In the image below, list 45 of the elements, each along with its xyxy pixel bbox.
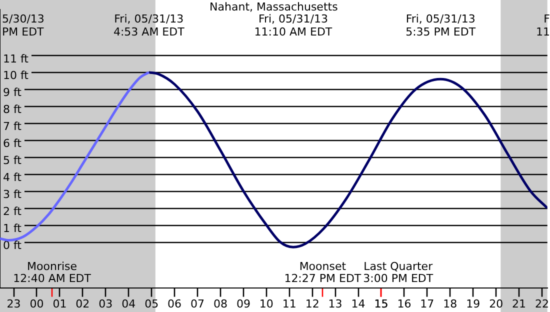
x-tick-label: 03 <box>98 297 113 310</box>
y-tick-label: 4 ft <box>3 171 22 184</box>
x-tick-label: 16 <box>397 297 412 310</box>
y-tick-label: 3 ft <box>3 188 22 201</box>
y-tick-label: 8 ft <box>3 103 22 116</box>
annotation: Last Quarter 3:00 PM EDT <box>363 260 434 286</box>
y-tick-label: 0 ft <box>3 238 22 252</box>
x-tick-label: 22 <box>535 297 549 310</box>
y-tick-label: 10 ft <box>3 69 30 82</box>
x-tick-label: 15 <box>374 297 388 310</box>
x-tick-label: 07 <box>190 297 205 310</box>
x-tick-label: 17 <box>420 297 434 310</box>
y-tick-label: 2 ft <box>3 204 22 218</box>
annotation: Fri, 05/31/13 5:35 PM EDT <box>406 12 476 38</box>
annotation: Fri, 05/31/13 11:10 AM EDT <box>254 12 332 38</box>
x-tick-label: 05 <box>144 297 159 310</box>
annotation: Moonrise 12:40 AM EDT <box>13 260 92 286</box>
x-tick-label: 08 <box>213 297 228 310</box>
y-tick-label: 6 ft <box>3 137 22 150</box>
chart-title: Nahant, Massachusetts <box>210 0 338 14</box>
y-tick-label: 11 ft <box>3 52 30 66</box>
x-tick-label: 20 <box>489 297 504 310</box>
annotation: Moonset 12:27 PM EDT <box>284 260 362 286</box>
x-tick-label: 11 <box>282 297 296 310</box>
x-tick-label: 18 <box>443 297 458 310</box>
x-tick-label: 01 <box>52 297 67 310</box>
x-tick-label: 19 <box>466 297 480 310</box>
x-tick-label: 00 <box>30 297 44 310</box>
x-tick-label: 06 <box>168 297 182 310</box>
x-tick-label: 02 <box>76 297 90 310</box>
x-tick-label: 23 <box>6 297 21 310</box>
x-tick-label: 14 <box>351 297 366 310</box>
x-tick-label: 13 <box>328 297 342 310</box>
annotation: F 11 <box>536 12 550 38</box>
y-tick-label: 7 ft <box>3 120 22 134</box>
x-tick-label: 09 <box>236 297 250 310</box>
annotation: Fri, 05/31/13 4:53 AM EDT <box>113 12 185 38</box>
y-tick-label: 1 ft <box>3 222 22 235</box>
x-tick-label: 12 <box>305 297 320 310</box>
x-tick-label: 10 <box>259 297 274 310</box>
y-tick-label: 5 ft <box>3 154 22 168</box>
y-tick-label: 9 ft <box>3 86 22 100</box>
x-tick-label: 21 <box>512 297 526 310</box>
x-tick-label: 04 <box>122 297 136 310</box>
annotation: 5/30/13 PM EDT <box>2 12 44 38</box>
